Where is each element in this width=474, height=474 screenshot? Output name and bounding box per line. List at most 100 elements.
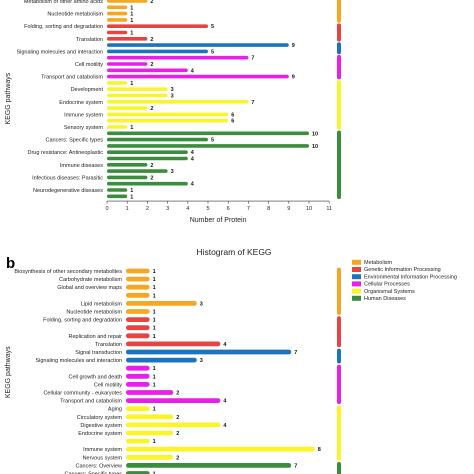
pathway-label: Folding, sorting and degradation	[43, 318, 122, 324]
bar-value-label: 1	[153, 269, 156, 275]
pathway-label: Infectious diseases: Parasitic	[32, 175, 103, 181]
group-band	[337, 23, 341, 42]
bar	[107, 100, 249, 104]
bar-value-label: 1	[153, 326, 156, 332]
bar	[107, 169, 168, 173]
group-band	[337, 54, 341, 80]
bar	[126, 398, 221, 403]
bar-value-label: 1	[153, 318, 156, 324]
bar-value-label: 7	[251, 56, 254, 62]
x-tick-label: 7	[247, 206, 250, 212]
bar	[126, 333, 150, 339]
pathway-label: Endocrine system	[78, 431, 122, 437]
pathway-label: Cell growth and death	[68, 374, 122, 380]
bar	[107, 24, 208, 28]
group-band	[337, 42, 341, 55]
bar-value-label: 5	[211, 138, 214, 144]
bar-value-label: 3	[171, 87, 174, 93]
bar	[107, 125, 128, 129]
pathway-label: Signal transduction	[75, 350, 122, 356]
pathway-label: Aging	[108, 407, 122, 413]
x-tick-label: 4	[186, 206, 189, 212]
x-tick-label: 6	[227, 206, 230, 212]
bar-value-label: 5	[211, 24, 214, 30]
bar	[107, 131, 309, 136]
bar	[107, 30, 128, 35]
group-band	[337, 0, 341, 23]
x-tick-label: 3	[166, 206, 169, 212]
bar-value-label: 10	[312, 144, 318, 150]
bar	[126, 317, 150, 322]
bar-value-label: 4	[191, 157, 195, 163]
x-tick-label: 10	[306, 206, 312, 212]
pathway-label: Cancers: Overview	[76, 463, 122, 469]
bar	[126, 284, 150, 290]
bar-value-label: 7	[294, 350, 297, 356]
bar	[107, 163, 148, 167]
bar	[107, 11, 128, 16]
group-band	[337, 80, 341, 130]
bar-value-label: 1	[153, 382, 156, 388]
group-band	[337, 364, 341, 404]
pathway-label: Translation	[76, 37, 103, 43]
pathway-label: Metabolism of other amino acids	[24, 0, 103, 5]
bar	[126, 341, 221, 347]
pathway-label: Transport and catabolism	[41, 75, 103, 81]
bar	[107, 5, 128, 10]
bar-value-label: 3	[171, 169, 174, 175]
legend-swatch	[352, 281, 361, 287]
pathway-label: Nucleotide metabolism	[66, 310, 122, 316]
pathway-label: Transport and catabolism	[60, 399, 122, 405]
bar-value-label: 2	[150, 106, 153, 112]
panel-label-b: b	[6, 255, 15, 272]
pathway-label: Cellular community - eukaryotes	[43, 391, 122, 397]
pathway-label: Digestive system	[80, 423, 122, 429]
x-tick-label: 1	[126, 206, 129, 212]
bar-value-label: 4	[223, 423, 227, 429]
bar-value-label: 1	[130, 18, 133, 24]
legend-label: Environmental Information Processing	[364, 274, 457, 280]
pathway-label: Cancers: Specific types	[46, 138, 104, 144]
x-tick-label: 5	[206, 206, 209, 212]
bar	[126, 276, 150, 282]
bar-value-label: 1	[153, 374, 156, 380]
pathway-label: Development	[71, 87, 104, 93]
bar	[107, 18, 128, 22]
bar-value-label: 1	[130, 12, 133, 18]
bar	[107, 150, 188, 154]
bar-value-label: 2	[150, 37, 153, 43]
bar	[126, 373, 150, 379]
bar-value-label: 1	[153, 407, 156, 413]
pathway-label: Carbohydrate metabolism	[59, 277, 122, 283]
bar-value-label: 4	[223, 342, 227, 348]
bar-value-label: 4	[191, 182, 195, 188]
pathway-label: Lipid metabolism	[81, 301, 123, 307]
bar	[126, 414, 174, 420]
legend-label: Cellular Processes	[364, 282, 410, 288]
bar-value-label: 1	[130, 188, 133, 194]
legend-swatch	[352, 295, 361, 301]
bar	[107, 49, 208, 54]
x-tick-label: 2	[146, 206, 149, 212]
bar	[126, 309, 150, 314]
bar-value-label: 2	[150, 175, 153, 181]
legend-swatch	[352, 274, 361, 280]
chart-title: Histogram of KEGG	[196, 247, 271, 257]
bar-value-label: 7	[294, 463, 297, 469]
bar	[107, 37, 148, 41]
bar	[107, 43, 289, 47]
bar	[107, 118, 229, 123]
bar	[126, 471, 150, 474]
bar	[107, 181, 188, 186]
pathway-label: Immune system	[64, 112, 103, 118]
pathway-label: Signaling molecules and interaction	[16, 49, 103, 55]
x-axis-title: Number of Protein	[190, 217, 247, 224]
bar-value-label: 1	[153, 310, 156, 316]
pathway-label: Neurodegenerative diseases	[33, 188, 103, 194]
bar	[107, 81, 128, 85]
bar-value-label: 2	[150, 0, 153, 5]
bar-value-label: 3	[200, 301, 203, 307]
bar	[107, 106, 148, 110]
bar	[126, 292, 150, 298]
